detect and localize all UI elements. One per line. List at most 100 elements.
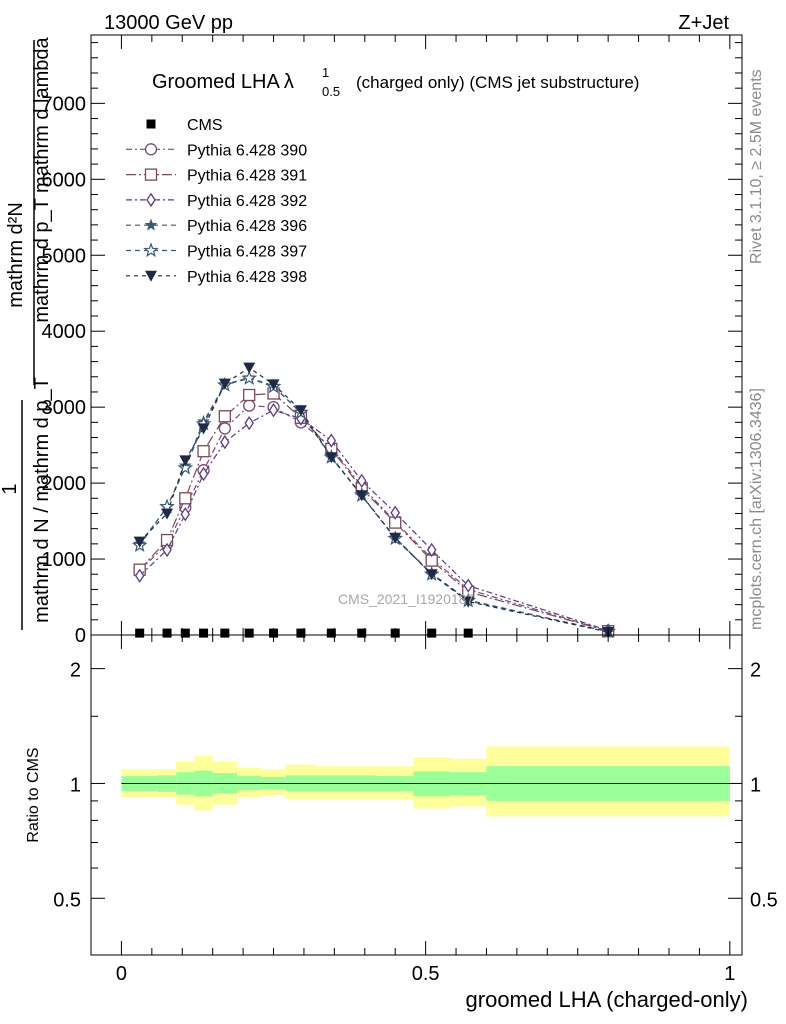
y-tick-label: 3000	[42, 397, 87, 419]
data-point	[326, 628, 336, 638]
data-point	[463, 628, 473, 638]
data-point	[243, 362, 256, 374]
ratio-y-label: Ratio to CMS	[25, 747, 42, 842]
data-point	[427, 628, 437, 638]
plot-title: Groomed LHA λ	[152, 71, 294, 93]
data-point	[244, 628, 254, 638]
data-point	[135, 628, 145, 638]
data-point	[180, 507, 191, 522]
analysis-watermark: CMS_2021_I1920187	[338, 591, 474, 607]
data-point	[179, 492, 192, 505]
y-axis-label: mathrm d²N mathrm d p_T mathrm d lambda …	[0, 36, 53, 630]
data-point	[296, 628, 306, 638]
legend-label: Pythia 6.428 392	[187, 193, 307, 210]
legend-label: Pythia 6.428 397	[187, 244, 307, 261]
data-point	[267, 379, 280, 391]
data-point	[243, 399, 256, 412]
data-point	[244, 415, 254, 431]
y-label-top: mathrm d²N	[5, 202, 27, 308]
y-tick-label: 1000	[42, 549, 87, 571]
data-point	[218, 422, 232, 435]
ratio-y-tick-label: 1	[70, 774, 81, 796]
series-6	[133, 362, 615, 638]
series-line	[139, 366, 609, 633]
legend-label: Pythia 6.428 396	[187, 218, 307, 235]
y-tick-label: 5000	[42, 245, 87, 267]
legend-label: Pythia 6.428 398	[187, 269, 307, 286]
y-label-one: 1	[0, 483, 21, 494]
series-line	[139, 392, 609, 632]
ratio-panel-frame	[90, 634, 743, 956]
legend-item: Pythia 6.428 397	[126, 242, 307, 261]
data-point	[355, 490, 368, 502]
data-point	[356, 473, 367, 488]
legend-marker	[144, 168, 158, 181]
data-point	[243, 388, 256, 402]
series-line	[139, 377, 609, 633]
plot-title-main: Groomed LHA	[152, 71, 280, 93]
legend: CMS Pythia 6.428 390 Pythia 6.428 391 Pythi…	[126, 117, 307, 286]
data-point	[177, 459, 194, 475]
legend-marker	[144, 143, 158, 156]
y-label-bottom: mathrm d N / mathrm d p_T	[31, 377, 53, 623]
legend-label: Pythia 6.428 390	[187, 142, 307, 159]
rivet-label: Rivet 3.1.10, ≥ 2.5M events	[748, 69, 765, 264]
data-point	[180, 628, 190, 638]
data-point	[390, 505, 400, 520]
x-tick-label: 0	[116, 963, 127, 985]
ratio-y-tick-label-right: 0.5	[750, 889, 778, 911]
legend-item: Pythia 6.428 391	[126, 168, 307, 185]
data-point	[425, 569, 438, 581]
data-point	[199, 628, 209, 638]
collision-label: 13000 GeV pp	[104, 12, 233, 34]
data-point	[325, 452, 338, 464]
legend-item: CMS	[146, 117, 223, 134]
data-point	[133, 536, 146, 548]
x-tick-label: 1	[724, 963, 735, 985]
data-point	[161, 508, 174, 520]
legend-item: Pythia 6.428 398	[126, 269, 307, 286]
data-point	[294, 405, 307, 417]
data-point	[218, 410, 232, 423]
main-panel: 1000 2000 3000 4000 5000 6000 7000 0 Groomed LH…	[0, 34, 743, 647]
data-point	[162, 542, 172, 558]
legend-label: CMS	[187, 117, 223, 134]
y-label-top-denominator: mathrm d p_T mathrm d lambda	[31, 36, 53, 322]
series-line	[139, 409, 609, 631]
y-tick-label: 7000	[42, 93, 87, 115]
x-tick-label: 0.5	[412, 963, 440, 985]
mcplots-label: mcplots.cern.ch [arXiv:1306.3436]	[748, 388, 765, 630]
legend-item: Pythia 6.428 396	[126, 218, 307, 235]
data-point	[389, 532, 402, 544]
y-tick-label: 0	[75, 625, 86, 647]
data-point	[218, 378, 231, 390]
ratio-panel: 0.5 0.5 1 1 2 2 0 0.5 1 Ratio to CMS groomed LHA…	[25, 634, 778, 1012]
plot-title-tail: (charged only) (CMS jet substructure)	[356, 73, 639, 92]
legend-marker	[143, 242, 159, 258]
legend-marker	[144, 218, 158, 231]
legend-marker	[146, 119, 156, 129]
legend-label: Pythia 6.428 391	[187, 168, 307, 185]
data-point	[268, 403, 279, 418]
data-point	[357, 628, 367, 638]
y-tick-label: 6000	[42, 169, 87, 191]
legend-item: Pythia 6.428 392	[126, 192, 307, 210]
data-point	[162, 628, 172, 638]
y-tick-label: 4000	[42, 321, 87, 343]
plot-title-sub: 0.5	[322, 84, 340, 99]
data-point	[197, 423, 210, 435]
data-point	[179, 455, 192, 467]
data-point	[198, 466, 209, 482]
ratio-y-tick-label-right: 1	[750, 774, 761, 796]
data-point	[134, 568, 145, 583]
ratio-y-tick-label: 0.5	[53, 889, 81, 911]
legend-item: Pythia 6.428 390	[126, 142, 307, 159]
y-tick-label: 2000	[42, 473, 87, 495]
ratio-y-tick-label-right: 2	[750, 660, 761, 682]
data-point	[463, 578, 473, 593]
legend-marker	[146, 192, 156, 208]
data-point	[462, 596, 475, 608]
ratio-y-tick-label: 2	[70, 660, 81, 682]
process-label: Z+Jet	[678, 12, 729, 34]
